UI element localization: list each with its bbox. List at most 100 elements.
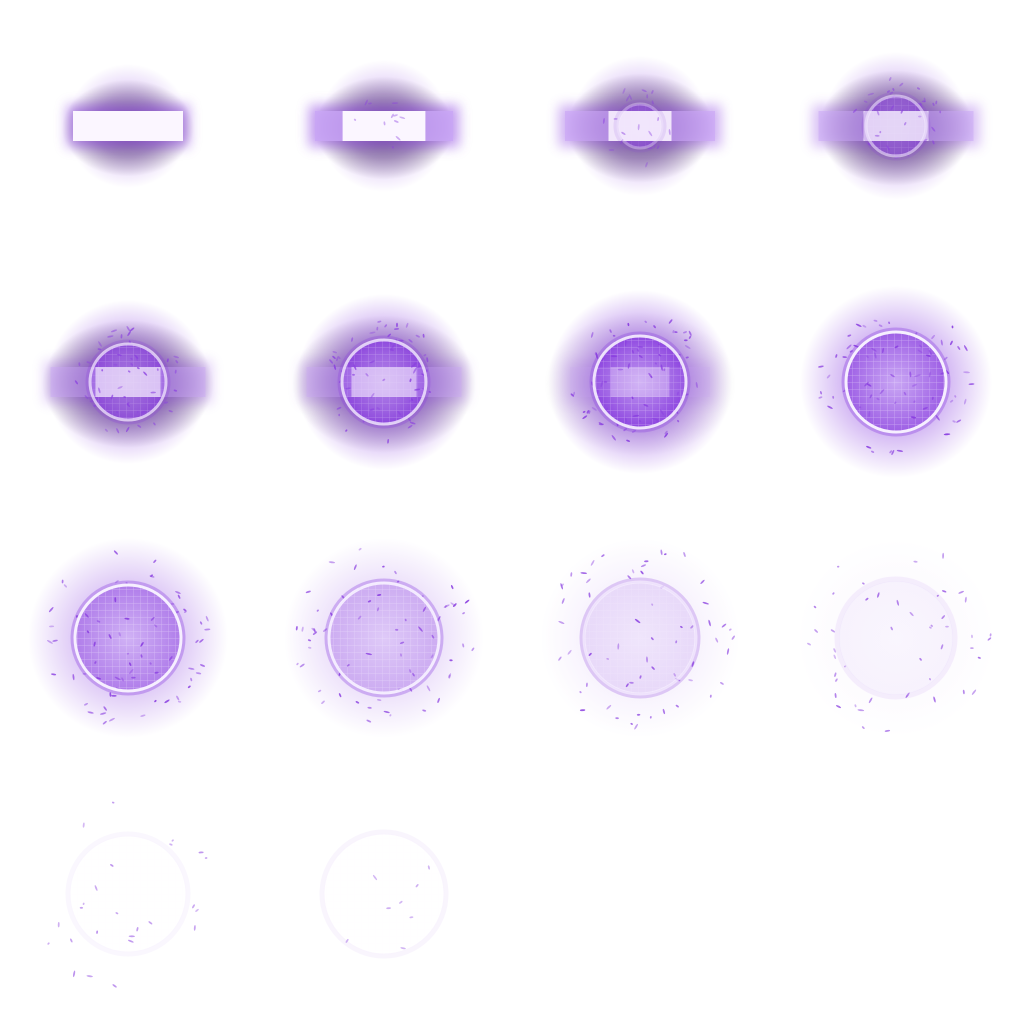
particle — [929, 626, 932, 629]
particle — [879, 389, 885, 395]
beam-core — [610, 367, 670, 397]
particle — [376, 607, 380, 612]
particle — [573, 391, 576, 396]
particle — [112, 984, 117, 988]
particle — [928, 349, 932, 355]
frame-graphic — [284, 538, 484, 738]
particle — [931, 396, 934, 400]
particle — [603, 380, 608, 383]
particle — [52, 639, 58, 642]
particle — [909, 611, 914, 617]
particle — [129, 327, 135, 332]
particle — [183, 608, 187, 612]
particle — [93, 404, 96, 407]
particle — [462, 643, 465, 648]
particle — [560, 583, 564, 590]
particle — [846, 344, 852, 350]
particle — [134, 354, 139, 359]
particle — [414, 388, 421, 391]
particle — [195, 672, 202, 675]
particle-cloud — [807, 552, 992, 732]
frame-graphic — [309, 60, 459, 192]
particle — [422, 709, 427, 712]
particle — [588, 592, 591, 598]
particle — [462, 612, 466, 615]
particle-cloud — [558, 549, 735, 730]
particle — [647, 147, 653, 149]
energy-ring — [837, 579, 955, 697]
particle — [950, 340, 953, 346]
particle — [826, 374, 831, 379]
particle — [658, 353, 662, 357]
sprite-frame — [768, 0, 1024, 256]
particle — [835, 678, 838, 682]
particle — [874, 134, 880, 137]
sprite-frame — [256, 0, 512, 256]
particle — [376, 326, 379, 331]
particle — [585, 682, 588, 687]
particle — [682, 331, 688, 334]
particle — [596, 389, 599, 394]
particle — [688, 330, 692, 336]
particle — [580, 572, 588, 575]
particle — [570, 393, 575, 397]
particle — [861, 726, 865, 729]
particle — [945, 625, 949, 628]
particle — [127, 370, 131, 373]
ring-glow — [613, 99, 667, 153]
particle — [204, 857, 208, 859]
particle — [169, 843, 173, 846]
particle — [833, 654, 837, 660]
particle — [931, 126, 936, 132]
particle — [336, 357, 339, 362]
particle — [649, 105, 653, 109]
ring-grid — [584, 582, 696, 694]
particle — [61, 579, 64, 584]
energy-ring — [88, 342, 168, 422]
particle — [942, 552, 945, 559]
particle — [919, 344, 923, 348]
particle — [369, 360, 376, 364]
particle — [853, 344, 860, 348]
particle — [683, 551, 686, 558]
particle — [611, 435, 616, 441]
particle — [407, 425, 413, 429]
particle — [612, 334, 616, 337]
particle — [888, 321, 891, 325]
particle — [602, 117, 605, 124]
particle — [316, 609, 319, 612]
particle — [820, 390, 822, 395]
particle — [127, 331, 131, 337]
ring-glow — [337, 335, 431, 429]
particle — [107, 335, 114, 338]
particle — [140, 642, 144, 647]
sprite-frame — [768, 256, 1024, 512]
particle — [57, 922, 60, 928]
sprite-frame — [768, 512, 1024, 768]
particle — [46, 640, 53, 644]
particle — [321, 700, 325, 704]
particle — [672, 329, 675, 334]
particle — [130, 363, 134, 366]
particle — [832, 592, 835, 595]
particle — [173, 355, 180, 359]
particle — [391, 344, 395, 350]
particle — [950, 399, 954, 403]
particle — [843, 665, 847, 668]
particle — [957, 346, 961, 350]
particle — [117, 353, 122, 357]
ring-glow — [319, 829, 449, 959]
particle — [664, 432, 669, 438]
particle — [393, 328, 400, 330]
beam-glow — [564, 361, 716, 403]
particle — [590, 331, 594, 338]
particle — [416, 365, 422, 369]
ring-glow — [841, 327, 951, 437]
particle — [968, 383, 975, 386]
particle — [188, 667, 195, 670]
particle — [899, 82, 904, 87]
particle — [397, 580, 400, 583]
particle — [397, 410, 401, 416]
particle — [631, 569, 635, 574]
particle-cloud — [602, 87, 671, 168]
